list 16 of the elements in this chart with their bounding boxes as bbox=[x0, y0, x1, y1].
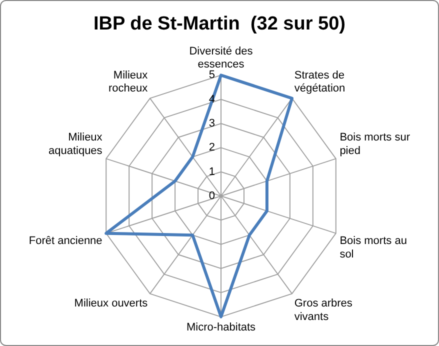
y-tick-label: 3 bbox=[208, 118, 215, 130]
spoke-label: Forêt ancienne bbox=[28, 235, 102, 248]
spoke-label: Milieux rocheux bbox=[108, 69, 148, 94]
y-tick-label: 5 bbox=[208, 69, 215, 82]
y-tick-label: 2 bbox=[208, 142, 215, 154]
y-tick-label: 1 bbox=[208, 166, 215, 178]
spoke-label: Bois morts sur pied bbox=[340, 132, 410, 157]
spoke-label: Diversité des essences bbox=[189, 45, 254, 71]
chart-title: IBP de St-Martin (32 sur 50) bbox=[94, 14, 346, 35]
spoke-label: Gros arbres vivants bbox=[294, 298, 353, 323]
spoke-label: Milieux ouverts bbox=[74, 298, 148, 310]
spoke-label: Milieux aquatiques bbox=[48, 132, 103, 157]
spoke-label: Strates de végétation bbox=[294, 69, 346, 94]
y-tick-label: 0 bbox=[208, 190, 215, 202]
spoke-label: Micro-habitats bbox=[186, 321, 256, 334]
spoke-label: Bois morts au sol bbox=[340, 235, 407, 260]
